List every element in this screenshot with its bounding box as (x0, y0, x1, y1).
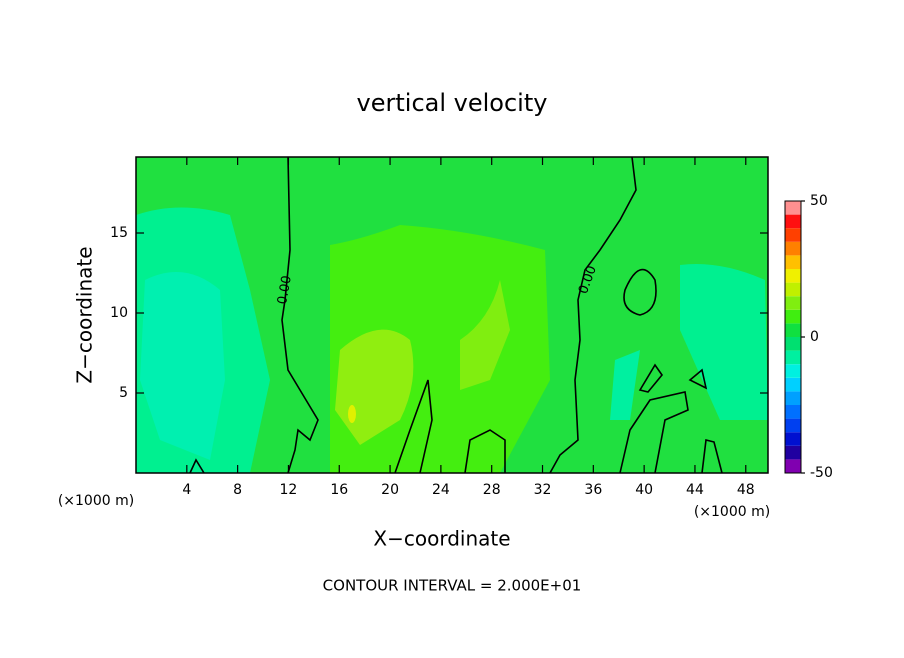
y-tick-label: 15 (110, 225, 128, 241)
colorbar-swatch (785, 445, 801, 460)
y-axis-label: Z−coordinate (73, 246, 97, 383)
colorbar-swatch (785, 241, 801, 256)
contour-line (394, 379, 433, 474)
colorbar-swatch (785, 214, 801, 229)
colorbar-tick-label: 50 (810, 193, 828, 209)
colorbar-swatch (785, 459, 801, 473)
contour-line (701, 439, 723, 474)
contour-line (464, 429, 506, 474)
x-tick-label: 40 (635, 482, 653, 498)
x-tick-label: 36 (584, 482, 602, 498)
colorbar-tick-label: 0 (810, 329, 819, 345)
contour-line (638, 363, 664, 393)
x-tick-label: 24 (432, 482, 450, 498)
contour-line (619, 391, 689, 474)
field (136, 157, 768, 473)
contour-label: 0.00 (275, 274, 295, 305)
y-tick-label: 5 (119, 385, 128, 401)
colorbar-swatch (785, 364, 801, 378)
colorbar-swatch (785, 337, 801, 351)
contour-line (281, 156, 319, 474)
x-tick-label: 48 (737, 482, 755, 498)
x-tick-label: 28 (483, 482, 501, 498)
colorbar-swatch (785, 255, 801, 269)
colorbar-swatch (785, 309, 801, 324)
colorbar-swatch (785, 391, 801, 405)
colorbar-tick-label: -50 (810, 465, 833, 481)
colorbar-swatch (785, 228, 801, 242)
chart-title: vertical velocity (357, 89, 548, 117)
contour-line (189, 458, 205, 474)
field-region (610, 350, 640, 420)
colorbar-swatch (785, 418, 801, 433)
field-region (460, 280, 510, 390)
colorbar-swatch (785, 296, 801, 310)
colorbar-swatch (785, 323, 801, 337)
x-tick-label: 4 (182, 482, 191, 498)
plot-frame (135, 156, 769, 474)
colorbar-swatch (785, 405, 801, 419)
colorbar-swatch (785, 350, 801, 365)
field-region (140, 272, 225, 460)
footer: CONTOUR INTERVAL = 2.000E+01 (323, 577, 582, 595)
x-tick-label: 20 (381, 482, 399, 498)
field-region (348, 405, 356, 423)
contour-line (623, 268, 657, 316)
contour-line (688, 368, 708, 390)
field-region (680, 264, 768, 420)
colorbar-swatch (785, 269, 801, 283)
x-tick-label: 44 (686, 482, 704, 498)
x-axis-label: X−coordinate (373, 527, 510, 551)
contour-line (549, 156, 637, 474)
colorbar-swatch (785, 201, 801, 215)
x-unit-label: (×1000 m) (58, 493, 134, 509)
colorbar-swatch (785, 282, 801, 297)
x-tick-label: 8 (233, 482, 242, 498)
x-unit-label: (×1000 m) (694, 504, 770, 520)
contour-lines (189, 156, 723, 474)
colorbar-swatch (785, 377, 801, 392)
y-tick-label: 10 (110, 305, 128, 321)
x-tick-label: 16 (330, 482, 348, 498)
x-tick-label: 32 (534, 482, 552, 498)
x-tick-label: 12 (280, 482, 298, 498)
colorbar-swatch (785, 432, 801, 446)
